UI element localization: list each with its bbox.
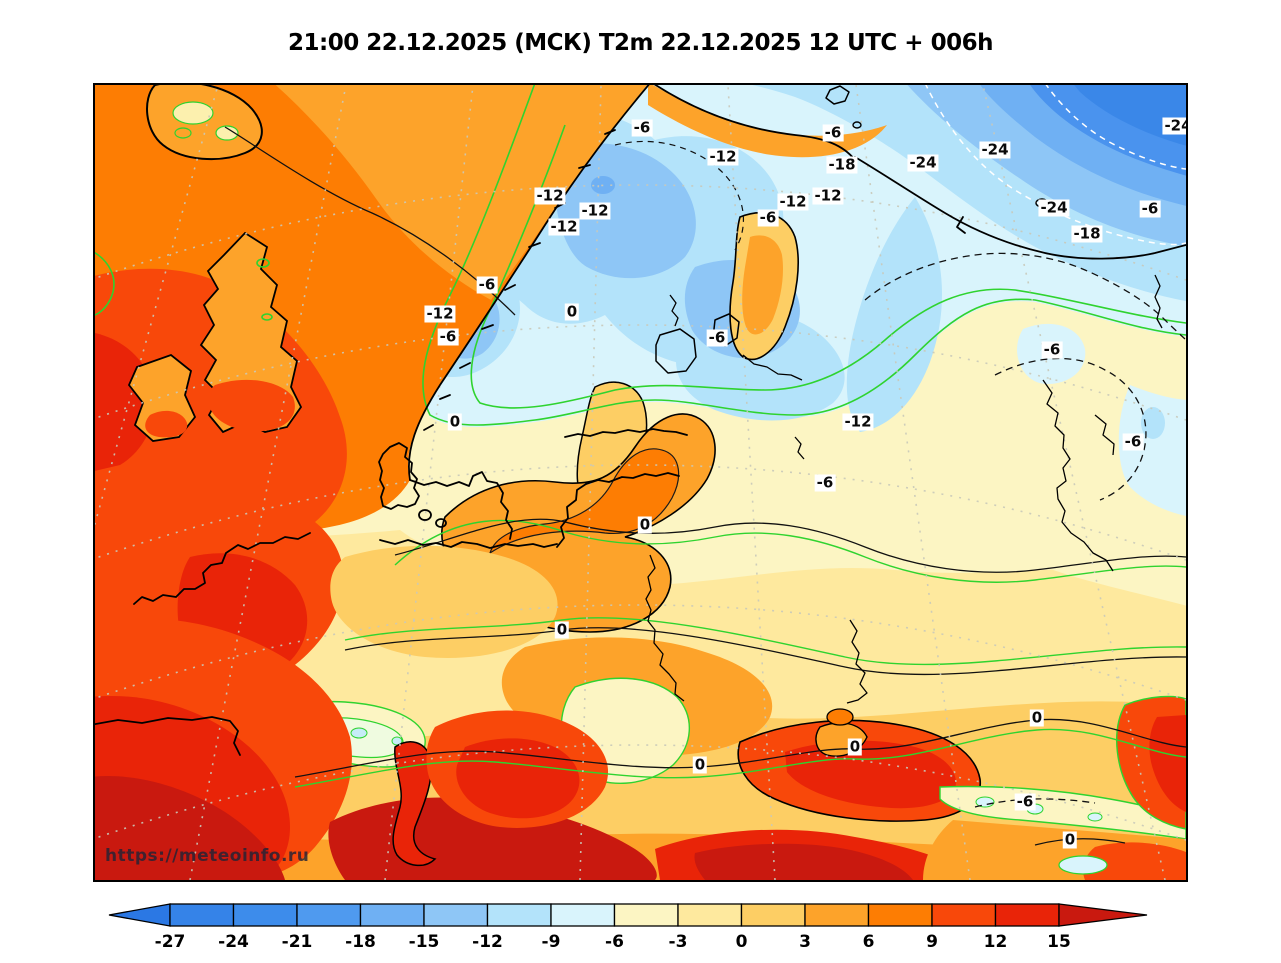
colorbar-tick: 12 (983, 932, 1008, 952)
colorbar-tick: -12 (472, 932, 503, 952)
colorbar: -27 -24 -21 -18 -15 -12 -9 -6 -3 0 3 6 9 12 15 (108, 903, 1188, 961)
colorbar-scale (108, 903, 1148, 927)
colorbar-tick: 0 (735, 932, 748, 952)
coastlines (95, 85, 1186, 756)
temperature-contour-map (95, 85, 1186, 880)
colorbar-tick: -9 (541, 932, 561, 952)
filled-temperature-regions (95, 85, 1186, 880)
colorbar-tick: -6 (605, 932, 624, 952)
colorbar-tick: 3 (799, 932, 811, 952)
colorbar-tick: -15 (408, 932, 440, 952)
colorbar-tick: 6 (862, 932, 875, 952)
colorbar-tick: -21 (281, 932, 313, 952)
colorbar-tick-labels: -27 -24 -21 -18 -15 -12 -9 -6 -3 0 3 6 9 12 15 (108, 932, 1188, 956)
colorbar-tick: -3 (668, 932, 688, 952)
colorbar-tick: -24 (218, 932, 249, 952)
black-contour-lines (224, 126, 1186, 846)
colorbar-tick: -27 (154, 932, 186, 952)
colorbar-tick: -18 (345, 932, 376, 952)
colorbar-tick: 9 (926, 932, 938, 952)
map-title: 21:00 22.12.2025 (МСК) T2m 22.12.2025 12… (288, 30, 993, 56)
watermark: https://meteoinfo.ru (105, 846, 310, 866)
weather-map: -6-12-12-12-12-6-18-12-12-24-24-24-24-18… (93, 83, 1188, 882)
rivers (645, 274, 1163, 704)
colorbar-tick: 15 (1047, 932, 1071, 952)
